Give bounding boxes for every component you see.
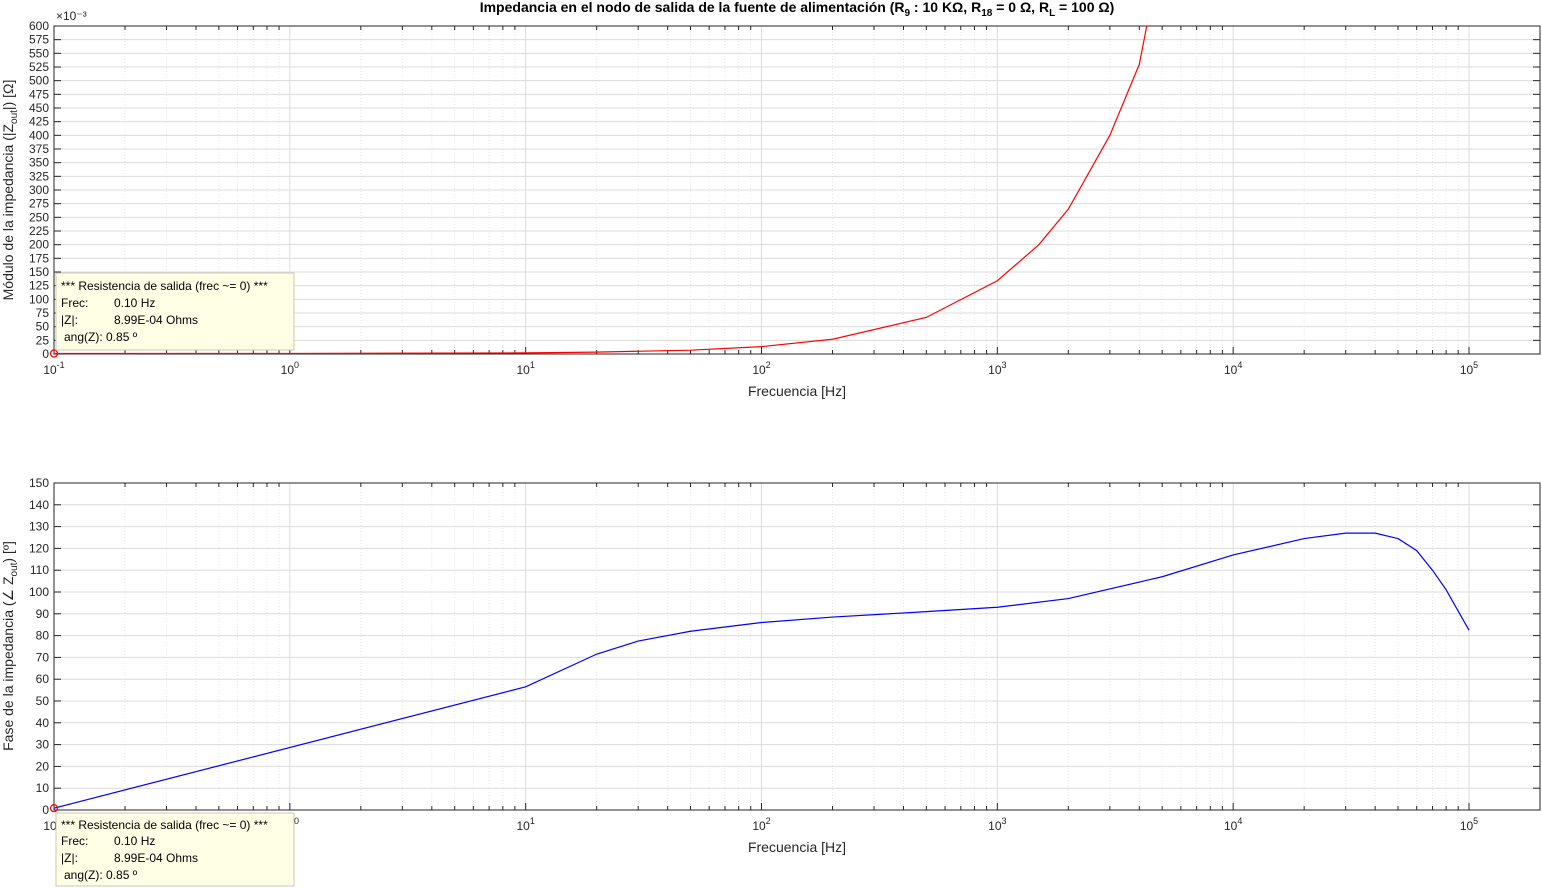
- datatip-line1: *** Resistencia de salida (frec ~= 0) **…: [61, 279, 268, 293]
- y-tick-label: 175: [29, 251, 49, 265]
- y-tick-label: 300: [29, 183, 49, 197]
- y-tick-label: 50: [36, 320, 50, 334]
- x-tick-label: 102: [752, 816, 770, 833]
- y-tick-label: 130: [29, 520, 49, 534]
- y-tick-label: 100: [29, 292, 49, 306]
- x-tick-label: 102: [752, 360, 770, 377]
- x-tick-label: 103: [988, 816, 1006, 833]
- y-tick-label: 50: [36, 694, 50, 708]
- datatip-z-value: 8.99E-04 Ohms: [114, 313, 198, 327]
- datatip-box: [55, 812, 295, 887]
- y-tick-label: 225: [29, 224, 49, 238]
- phase-datatip-marker[interactable]: [49, 803, 59, 813]
- y-tick-label: 30: [36, 738, 50, 752]
- magnitude-datatip[interactable]: *** Resistencia de salida (frec ~= 0) **…: [55, 272, 295, 351]
- y-tick-label: 0: [42, 347, 49, 361]
- y-tick-label: 375: [29, 142, 49, 156]
- x-tick-label: 105: [1460, 816, 1478, 833]
- y-tick-label: 250: [29, 210, 49, 224]
- y-tick-label: 80: [36, 629, 50, 643]
- phase-axes: 10-1100101102103104105010203040506070809…: [0, 476, 1541, 887]
- phase-y-label: Fase de la impedancia (∠ Zout) [º]: [0, 541, 20, 751]
- y-tick-label: 40: [36, 716, 50, 730]
- phase-plot-area: [53, 482, 1541, 811]
- y-tick-label: 25: [36, 333, 50, 347]
- y-tick-label: 575: [29, 33, 49, 47]
- y-tick-label: 500: [29, 74, 49, 88]
- x-tick-label: 105: [1460, 360, 1478, 377]
- x-tick-label: 101: [516, 816, 534, 833]
- phase-x-label: Frecuencia [Hz]: [748, 839, 846, 855]
- x-tick-label: 104: [1224, 816, 1242, 833]
- y-tick-label: 75: [36, 306, 50, 320]
- chart-title: Impedancia en el nodo de salida de la fu…: [480, 0, 1115, 19]
- y-tick-label: 325: [29, 169, 49, 183]
- datatip-box: [55, 272, 295, 351]
- y-tick-label: 525: [29, 60, 49, 74]
- y-tick-label: 10: [36, 781, 50, 795]
- datatip-angle: ang(Z): 0.85 º: [64, 868, 138, 882]
- y-tick-label: 60: [36, 672, 50, 686]
- y-tick-label: 150: [29, 265, 49, 279]
- datatip-frec-label: Frec:: [61, 296, 88, 310]
- x-tick-label: 10-1: [43, 360, 64, 377]
- x-tick-label: 100: [281, 360, 299, 377]
- magnitude-datatip-marker[interactable]: [49, 349, 59, 358]
- datatip-angle: ang(Z): 0.85 º: [64, 330, 138, 344]
- datatip-line1: *** Resistencia de salida (frec ~= 0) **…: [61, 818, 268, 832]
- phase-grid: [53, 482, 1540, 811]
- datatip-frec-value: 0.10 Hz: [114, 296, 155, 310]
- y-tick-label: 475: [29, 87, 49, 101]
- y-tick-label: 450: [29, 101, 49, 115]
- y-tick-label: 150: [29, 476, 49, 490]
- y-tick-label: 100: [29, 585, 49, 599]
- y-tick-label: 20: [36, 759, 50, 773]
- magnitude-x-label: Frecuencia [Hz]: [748, 383, 846, 399]
- y-tick-label: 350: [29, 156, 49, 170]
- datatip-z-value: 8.99E-04 Ohms: [114, 851, 198, 865]
- y-tick-label: 600: [29, 19, 49, 33]
- x-tick-label: 104: [1224, 360, 1242, 377]
- datatip-frec-label: Frec:: [61, 834, 88, 848]
- datatip-frec-value: 0.10 Hz: [114, 834, 155, 848]
- x-tick-label: 103: [988, 360, 1006, 377]
- magnitude-axes: 10-1 100 101 102 103 104 105025507510012515017…: [0, 9, 1541, 399]
- y-tick-label: 0: [42, 803, 49, 817]
- y-tick-label: 120: [29, 541, 49, 555]
- y-tick-label: 200: [29, 238, 49, 252]
- y-tick-label: 275: [29, 197, 49, 211]
- y-tick-label: 140: [29, 498, 49, 512]
- y-tick-label: 90: [36, 607, 50, 621]
- x-tick-label: 101: [516, 360, 534, 377]
- y-tick-label: 400: [29, 128, 49, 142]
- magnitude-y-label: Módulo de la impedancia (|Zout|) [Ω]: [0, 80, 20, 301]
- y-tick-label: 425: [29, 115, 49, 129]
- magnitude-series-line: [53, 25, 1148, 355]
- magnitude-ticks: 10-1 100 101 102 103 104 105025507510012515017…: [29, 19, 1540, 377]
- magnitude-y-exponent: ×10⁻³: [56, 9, 87, 23]
- y-tick-label: 125: [29, 279, 49, 293]
- datatip-z-label: |Z|:: [61, 851, 78, 865]
- y-tick-label: 110: [30, 563, 49, 577]
- phase-ticks: 10-1100101102103104105010203040506070809…: [29, 476, 1540, 833]
- datatip-z-label: |Z|:: [61, 313, 78, 327]
- y-tick-label: 550: [29, 46, 49, 60]
- phase-series-line: [53, 532, 1470, 809]
- phase-datatip[interactable]: *** Resistencia de salida (frec ~= 0) **…: [55, 812, 295, 887]
- y-tick-label: 70: [36, 650, 50, 664]
